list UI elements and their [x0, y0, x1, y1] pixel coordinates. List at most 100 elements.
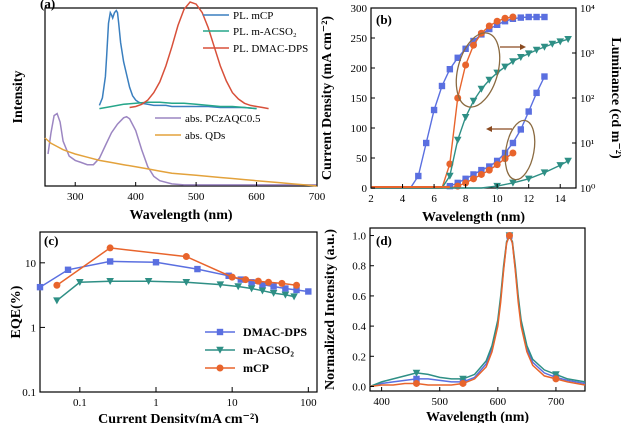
panel-a-legend-label: abs. PCzAQC0.5 [185, 113, 261, 125]
panel-c-frame [39, 231, 318, 393]
panel-c-legend-label: mCP [243, 361, 269, 375]
panel-a-legend-label: PL. mCP [233, 10, 273, 22]
panel-d-point [412, 369, 421, 377]
panel-d-ytick-label: 0.8 [352, 261, 366, 273]
panel-c-point [258, 287, 267, 295]
panel-b-jv-point [501, 63, 509, 71]
panel-c-point [293, 281, 301, 289]
panel-d-ytick-label: 0.6 [352, 291, 366, 303]
panel-c-point [152, 259, 160, 266]
panel-b-jv-point [422, 139, 430, 147]
panel-c-point [106, 277, 114, 285]
panel-d-point [552, 371, 560, 379]
panel-c-point [259, 281, 266, 288]
panel-b-jv-line-1 [371, 16, 514, 189]
panel-b-lv-point [493, 157, 501, 165]
panel-b-lv-point [524, 175, 533, 183]
panel-b-ytick-label: 100 [351, 123, 368, 135]
panel-d-ytick-label: 0.0 [352, 381, 366, 393]
panel-c-xtick-label: 100 [300, 397, 317, 409]
panel-b-jv-point [509, 58, 517, 66]
panel-c-point [36, 283, 44, 291]
panel-b-lv-point [525, 108, 532, 115]
panel-a-series-3 [47, 112, 317, 186]
panel-b-xtick-label: 12 [523, 193, 534, 205]
panel-b-xtick-label: 4 [400, 193, 406, 205]
panel-a-series-2 [129, 1, 269, 110]
panel-b-y2tick-label: 10⁰ [580, 183, 596, 195]
panel-a-frame [44, 7, 318, 187]
panel-c-point [242, 276, 250, 284]
panel-b-ytick-label: 250 [351, 33, 368, 45]
panel-c-ytick-label: 0.1 [22, 387, 36, 399]
panel-d-frame [369, 227, 586, 392]
panel-a-xtick-label: 500 [188, 191, 205, 203]
panel-d-xtick-label: 500 [431, 396, 448, 408]
panel-b-lv-point [541, 73, 548, 80]
panel-d-line-1 [369, 233, 586, 388]
panel-a-xlabel: Wavelength (nm) [129, 208, 232, 223]
panel-b-ytick-label: 150 [351, 93, 368, 105]
panel-b-xtick-label: 6 [431, 193, 437, 205]
panel-b-xtick-label: 2 [368, 193, 374, 205]
panel-b-lv-point [564, 157, 572, 165]
panel-b-lv-point [509, 149, 517, 157]
panel-c-point [269, 289, 278, 297]
panel-c-point [282, 285, 289, 292]
panel-b-ytick-label: 300 [351, 3, 368, 15]
panel-b-jv-point [446, 66, 454, 73]
panel-d-ytick-label: 0.2 [352, 351, 366, 363]
panel-b-jv-point [524, 50, 533, 58]
panel-b-jv-point [446, 172, 454, 180]
panel-c-point [270, 283, 277, 290]
panel-b-jv-point [438, 82, 446, 90]
panel-c-point [247, 285, 256, 293]
panel-b-xtick-label: 8 [463, 193, 469, 205]
panel-b-jv-point [541, 13, 548, 21]
panel-c-point [305, 288, 312, 295]
panel-d-line-0 [369, 233, 586, 388]
panel-c-legend-marker [216, 364, 224, 372]
panel-c-point [234, 283, 242, 291]
panel-b-ytick-label: 0 [362, 183, 368, 195]
panel-a-legend-label: PL. m-ACSO₂ [233, 26, 297, 38]
panel-c-point [64, 266, 72, 273]
panel-b-jv-point [470, 41, 477, 49]
panel-c-point [228, 273, 236, 281]
panel-b-jv-line-2 [371, 38, 569, 189]
panel-b-lv-point [477, 170, 485, 178]
panel-b-y2tick-label: 10⁴ [580, 3, 595, 15]
panel-c-legend-label: m-ACSO₂ [243, 343, 294, 357]
panel-b-jv-point [430, 106, 438, 114]
panel-c-ytick-label: 1 [31, 322, 37, 334]
panel-a-ylabel: Intensity [11, 71, 26, 124]
panel-b-lv-point [509, 139, 517, 147]
panel-c-legend-marker [216, 346, 224, 354]
panel-c-point [216, 281, 225, 289]
panel-c-point [254, 277, 262, 285]
panel-c-point [290, 293, 298, 301]
panel-c-ylabel: EQE(%) [9, 285, 24, 338]
panel-b-jv-point [548, 40, 557, 48]
panel-b-jv-point [493, 69, 501, 77]
panel-c-point [293, 286, 300, 294]
panel-b-y2tick-label: 10² [580, 93, 595, 105]
panel-b-xlabel: Wavelength (nm) [422, 210, 525, 225]
panel-b-lv-point [470, 171, 477, 178]
panel-b-jv-point [556, 38, 565, 46]
panel-c-line-0 [39, 260, 309, 293]
panel-b-lv-point [486, 163, 493, 170]
panel-b-lv-point [517, 126, 525, 133]
panel-b-lv-point [478, 166, 485, 174]
panel-b-arrowhead-lower [486, 126, 492, 132]
panel-b-lv-point [556, 162, 565, 170]
panel-c-legend-marker [216, 328, 224, 336]
panel-c-point [53, 297, 61, 305]
panel-b-jv-point [453, 136, 462, 144]
panel-c-point [281, 291, 290, 299]
panel-b-arrowhead-upper [520, 44, 526, 50]
panel-b-jv-point [509, 13, 517, 21]
panel-d-ytick-label: 0.4 [352, 321, 366, 333]
panel-b-jv-point [517, 54, 525, 61]
